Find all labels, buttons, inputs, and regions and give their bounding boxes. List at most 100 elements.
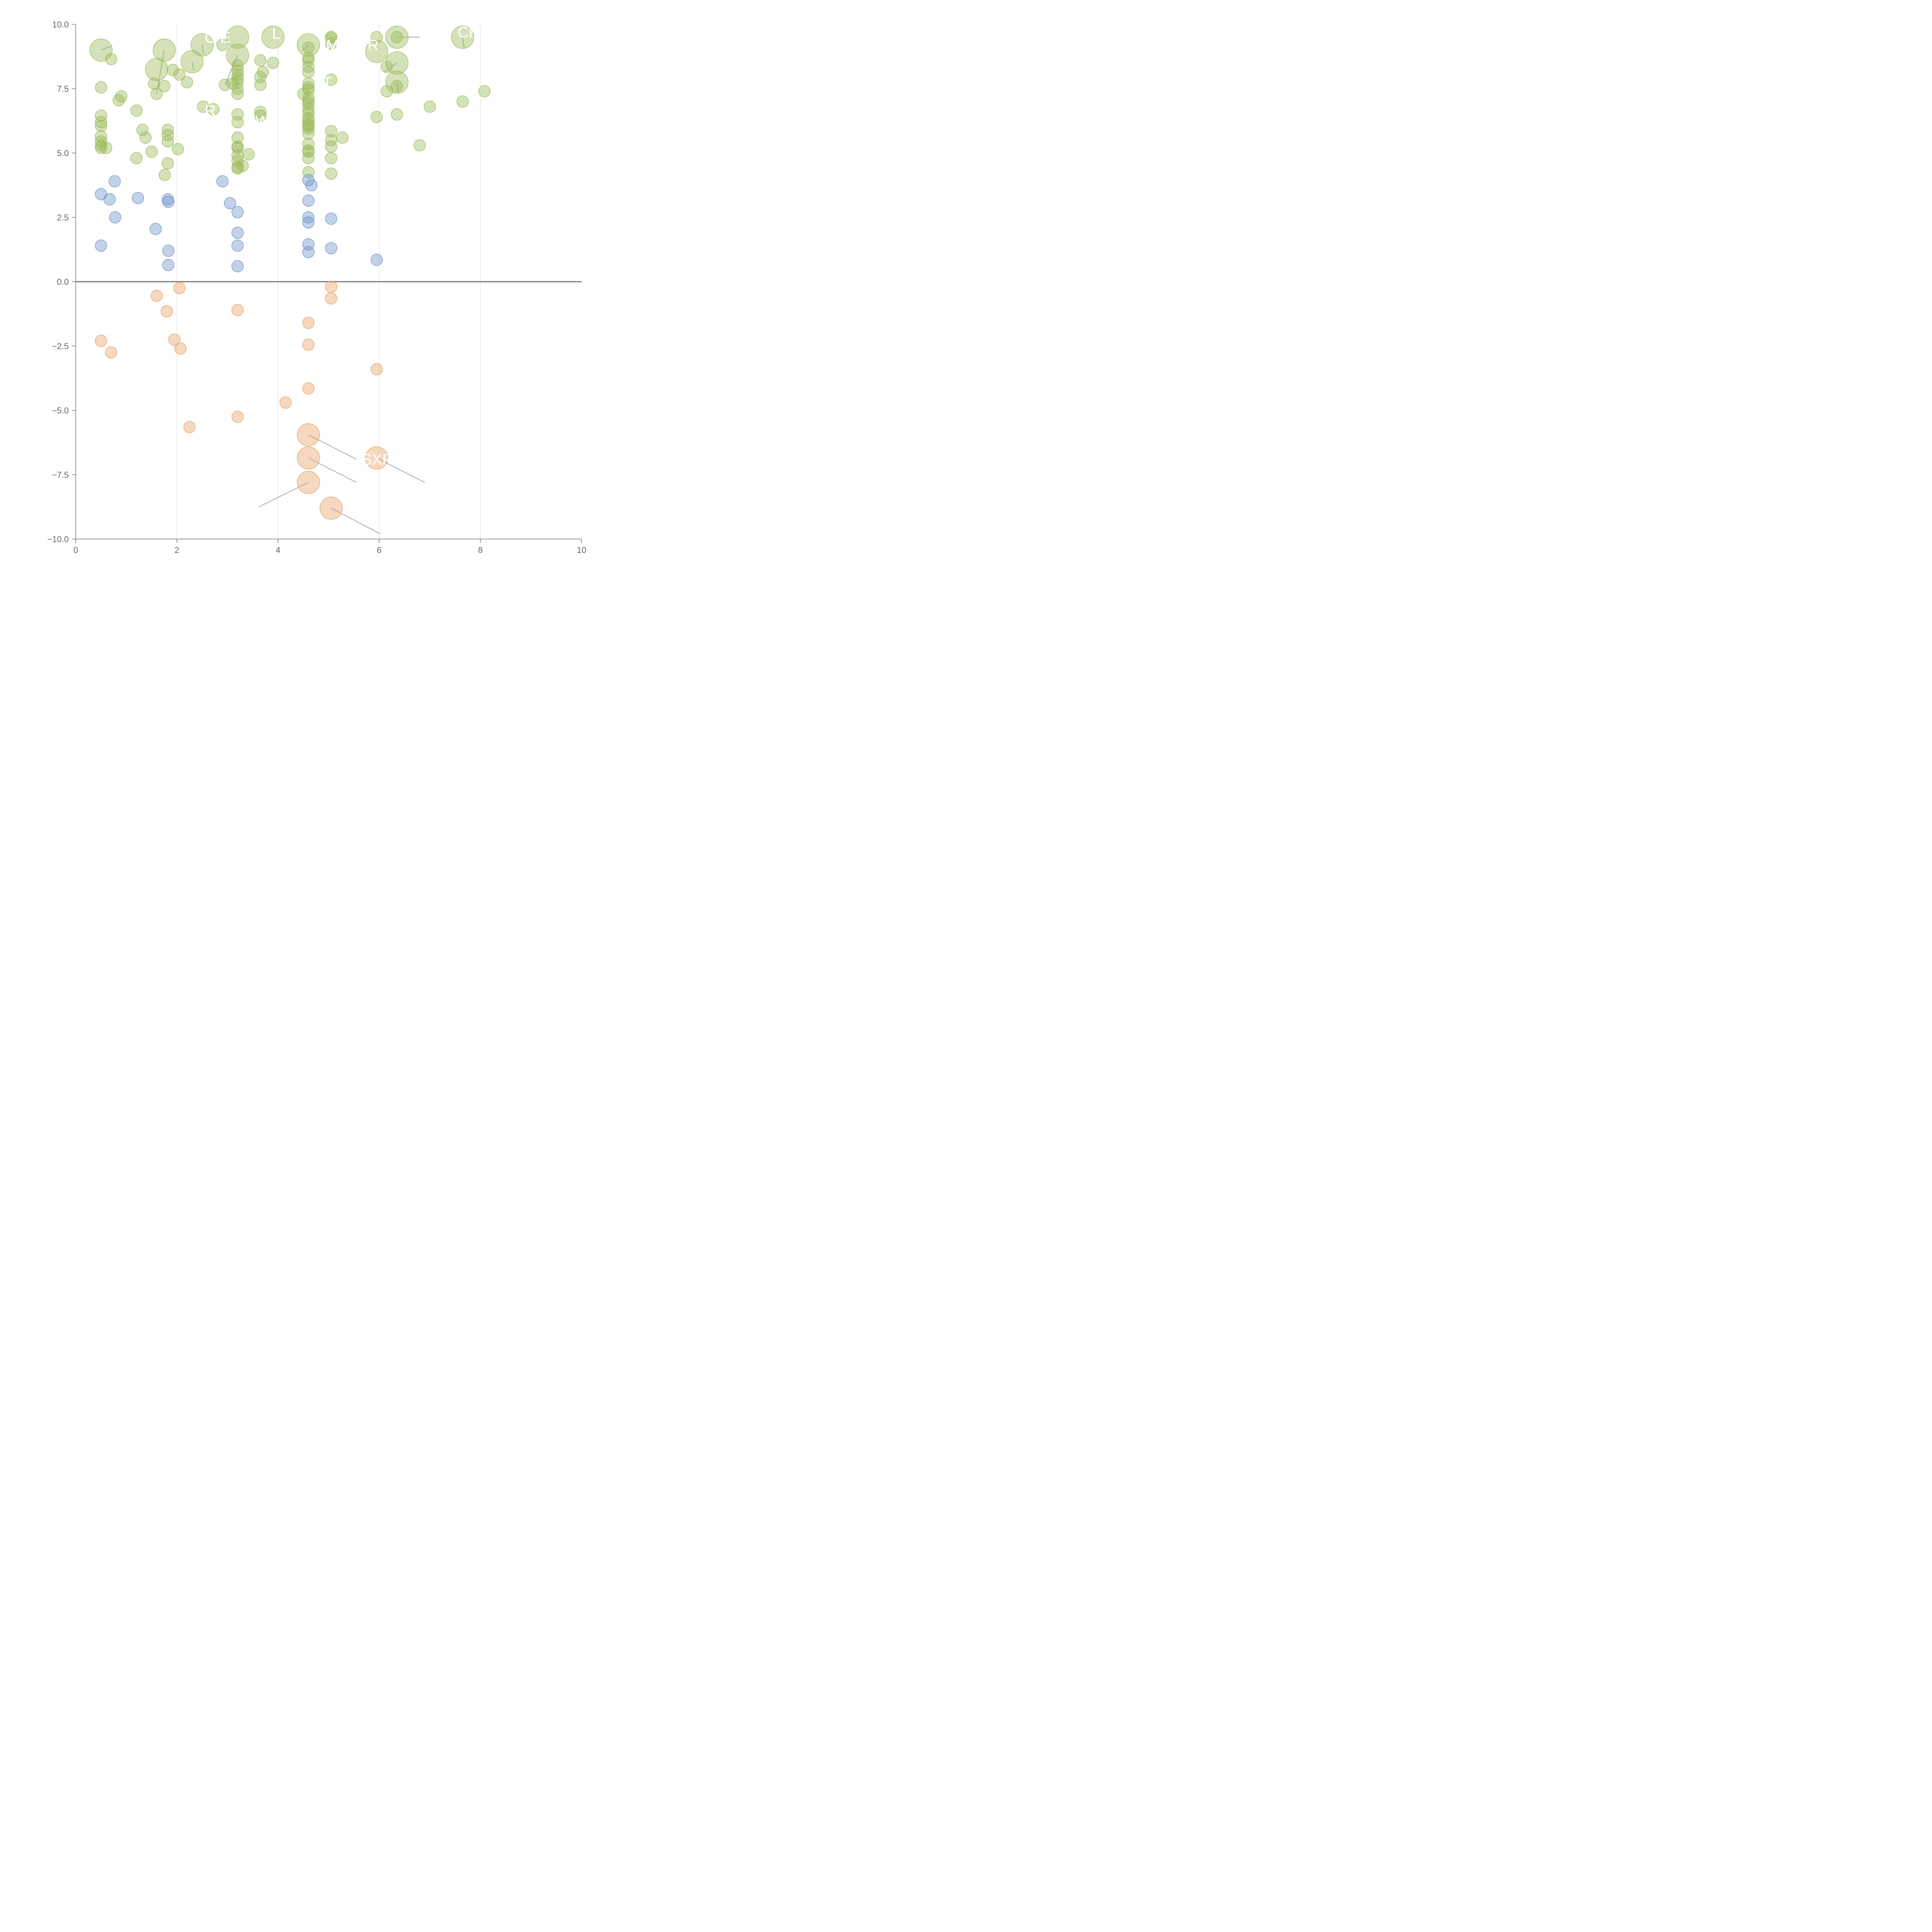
bubble-green — [167, 64, 179, 76]
leader-line — [308, 434, 357, 460]
bubble-green — [254, 105, 267, 118]
bubble-green — [254, 78, 267, 91]
leader-line — [308, 457, 357, 483]
x-tick-label: 2 — [175, 545, 179, 555]
y-tick-label: 2.5 — [57, 213, 69, 223]
y-tick-label: 7.5 — [57, 84, 69, 94]
bubble-blue — [302, 211, 315, 224]
bubble-orange — [231, 410, 244, 423]
bubble-green — [302, 61, 315, 73]
leader-line — [101, 46, 111, 51]
x-tick-label: 4 — [276, 545, 280, 555]
bubble-blue — [162, 245, 175, 257]
bubble-green — [261, 26, 285, 49]
bubble-blue — [132, 192, 144, 204]
point-label: R — [205, 102, 216, 119]
bubble-green — [325, 167, 337, 180]
bubble-blue — [224, 197, 236, 209]
bubble-green — [136, 124, 149, 136]
bubble-green — [391, 80, 403, 92]
bubble-green — [302, 41, 315, 54]
y-tick-label: 0.0 — [57, 277, 69, 287]
point-label: C E — [205, 29, 231, 46]
bubble-green — [226, 26, 249, 49]
leader-lines — [101, 37, 465, 534]
bubble-green — [172, 143, 184, 155]
bubble-orange — [168, 333, 181, 346]
bubble-green — [219, 78, 231, 91]
bubble-green — [302, 66, 315, 78]
bubble-green — [423, 100, 436, 113]
bubble-green — [478, 85, 491, 97]
data-points — [89, 26, 491, 520]
bubble-orange — [365, 446, 388, 469]
bubble-blue — [325, 242, 337, 255]
bubble-green — [385, 51, 408, 75]
y-tick-label: 5.0 — [57, 148, 69, 158]
leader-line — [202, 45, 204, 54]
bubble-green — [302, 77, 315, 90]
bubble-green — [130, 152, 143, 165]
bubble-green — [197, 100, 209, 113]
bubble-green — [242, 148, 255, 161]
bubble-orange — [325, 281, 337, 293]
bubble-blue — [95, 240, 107, 252]
bubble-green — [148, 77, 160, 90]
bubble-orange — [297, 471, 320, 494]
y-tick-label: −2.5 — [52, 342, 69, 351]
bubble-green — [325, 140, 337, 153]
leader-line — [462, 37, 465, 49]
bubble-green — [325, 152, 337, 165]
bubble-green — [180, 50, 204, 73]
bubble-green — [297, 88, 310, 100]
bubble-green — [158, 168, 171, 181]
bubble-green — [95, 116, 107, 128]
bubble-green — [139, 131, 152, 144]
bubble-green — [302, 51, 315, 64]
bubble-green — [302, 120, 315, 132]
x-tick-label: 0 — [73, 545, 78, 555]
bubble-blue — [325, 213, 337, 225]
bubble-green — [391, 31, 403, 44]
bubble-blue — [302, 246, 315, 259]
bubble-green — [254, 54, 267, 66]
point-label: CH — [457, 24, 480, 41]
bubble-green — [371, 31, 383, 44]
bubble-green — [158, 80, 170, 92]
bubble-orange — [231, 304, 244, 316]
bubble-orange — [297, 446, 320, 469]
bubble-blue — [216, 175, 229, 188]
bubble-green — [451, 26, 474, 49]
bubble-green — [302, 152, 315, 165]
bubble-green — [173, 68, 186, 81]
bubble-green — [95, 120, 107, 132]
bubble-green — [145, 145, 158, 158]
leader-line — [384, 63, 397, 73]
leader-line — [303, 44, 309, 51]
bubble-green — [381, 61, 393, 73]
leader-line — [376, 457, 425, 483]
bubble-green — [95, 81, 107, 94]
bubble-green — [297, 33, 320, 57]
bubble-orange — [302, 316, 315, 329]
bubble-green — [456, 95, 469, 108]
bubble-green — [302, 145, 315, 158]
bubble-orange — [160, 305, 173, 318]
bubble-green — [95, 141, 107, 154]
point-labels: C E L M R CH T R W SXP — [205, 24, 480, 468]
point-label: R — [367, 37, 379, 54]
y-tick-label: −5.0 — [52, 406, 69, 415]
bubble-green — [105, 53, 117, 65]
bubble-green — [162, 157, 174, 170]
bubble-green — [336, 131, 349, 144]
bubble-blue — [162, 259, 175, 271]
bubble-orange — [174, 342, 187, 355]
bubble-green — [231, 59, 244, 72]
bubble-orange — [150, 289, 163, 302]
bubble-green — [254, 109, 267, 122]
leader-line — [259, 482, 309, 507]
bubble-green — [207, 103, 219, 116]
bubble-blue — [109, 211, 121, 224]
leader-line — [331, 508, 381, 534]
bubble-orange — [183, 421, 196, 434]
